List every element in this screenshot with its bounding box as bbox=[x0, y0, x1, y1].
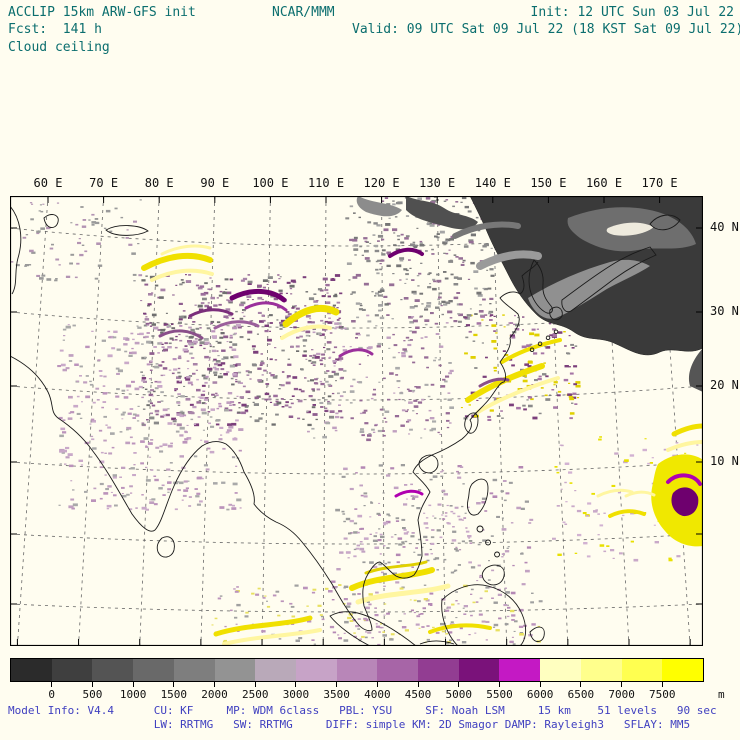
colorbar-tick bbox=[254, 682, 256, 687]
streak-layer bbox=[141, 221, 703, 646]
colorbar-tick-label: 6000 bbox=[526, 688, 554, 701]
colorbar-tick-label: 3000 bbox=[282, 688, 310, 701]
colorbar-segment bbox=[418, 659, 459, 681]
colorbar-segment bbox=[540, 659, 581, 681]
colorbar-tick bbox=[51, 682, 53, 687]
colorbar-tick-label: 5000 bbox=[445, 688, 473, 701]
colorbar-tick-label: 7500 bbox=[649, 688, 676, 701]
colorbar-tick bbox=[336, 682, 338, 687]
lon-tick-label: 100 E bbox=[252, 176, 289, 190]
colorbar-tick bbox=[376, 682, 378, 687]
lon-tick-label: 130 E bbox=[419, 176, 456, 190]
lon-tick-label: 70 E bbox=[89, 176, 119, 190]
lon-tick-label: 140 E bbox=[474, 176, 511, 190]
colorbar-tick bbox=[661, 682, 663, 687]
colorbar-strip bbox=[10, 658, 704, 682]
init-time-label: Init: 12 UTC Sun 03 Jul 22 bbox=[530, 5, 735, 20]
colorbar-segment bbox=[255, 659, 296, 681]
colorbar-tick bbox=[91, 682, 93, 687]
lat-tick-label: 40 N bbox=[710, 220, 739, 234]
colorbar-tick bbox=[214, 682, 216, 687]
colorbar-tick-label: 500 bbox=[82, 688, 103, 701]
colorbar-tick-label: 2000 bbox=[201, 688, 228, 701]
colorbar-segment bbox=[133, 659, 174, 681]
colorbar-segment bbox=[295, 659, 337, 681]
colorbar-tick bbox=[621, 682, 623, 687]
colorbar-tick-label: 6500 bbox=[567, 688, 595, 701]
lon-tick-label: 110 E bbox=[307, 176, 345, 190]
colorbar-tick-label: 2500 bbox=[241, 688, 269, 701]
colorbar-tick-label: 4000 bbox=[364, 688, 391, 701]
colorbar-tick bbox=[580, 682, 582, 687]
colorbar-segment bbox=[580, 659, 622, 681]
colorbar-segment bbox=[499, 659, 541, 681]
colorbar-tick bbox=[295, 682, 297, 687]
lon-tick-label: 90 E bbox=[200, 176, 230, 190]
colorbar-segment bbox=[621, 659, 663, 681]
colorbar-tick bbox=[458, 682, 460, 687]
lon-tick-label: 80 E bbox=[144, 176, 174, 190]
colorbar-tick bbox=[132, 682, 134, 687]
forecast-hour-label: Fcst: 141 h bbox=[8, 22, 102, 37]
colorbar: m 0 500 1000 1500 2000 2500 3000 3500 4000 4500 50… bbox=[10, 658, 735, 702]
colorbar-tick bbox=[417, 682, 419, 687]
field-label: Cloud ceiling bbox=[8, 40, 110, 55]
model-title: ACCLIP 15km ARW-GFS init bbox=[8, 5, 196, 20]
colorbar-segment bbox=[377, 659, 419, 681]
colorbar-segment bbox=[173, 659, 215, 681]
colorbar-tick-label: 1500 bbox=[160, 688, 188, 701]
colorbar-tick bbox=[539, 682, 541, 687]
colorbar-segment bbox=[336, 659, 378, 681]
lon-tick-label: 120 E bbox=[363, 176, 400, 190]
colorbar-tick-label: 3500 bbox=[323, 688, 350, 701]
center-title: NCAR/MMM bbox=[272, 5, 335, 20]
colorbar-segment bbox=[92, 659, 134, 681]
lat-tick-label: 30 N bbox=[710, 304, 739, 318]
contour-fill-layer bbox=[356, 196, 703, 547]
lon-tick-label: 60 E bbox=[33, 176, 63, 190]
colorbar-tick-label: 1000 bbox=[119, 688, 147, 701]
lon-tick-label: 160 E bbox=[585, 176, 623, 190]
map-frame bbox=[10, 196, 703, 646]
lon-tick-label: 170 E bbox=[641, 176, 678, 190]
lat-tick-label: 10 N bbox=[710, 454, 739, 468]
colorbar-segment bbox=[11, 659, 52, 681]
colorbar-tick-label: 0 bbox=[48, 688, 56, 701]
colorbar-segment bbox=[458, 659, 500, 681]
colorbar-tick-label: 4500 bbox=[404, 688, 432, 701]
model-info-line1: Model Info: V4.4 CU: KF MP: WDM 6class P… bbox=[8, 704, 717, 717]
colorbar-tick-label: 5500 bbox=[486, 688, 513, 701]
colorbar-unit: m bbox=[718, 688, 725, 701]
colorbar-segment bbox=[662, 659, 703, 681]
model-info-line2: LW: RRTMG SW: RRTMG DIFF: simple KM: 2D … bbox=[8, 718, 691, 731]
colorbar-tick bbox=[498, 682, 500, 687]
colorbar-segment bbox=[51, 659, 93, 681]
colorbar-segment bbox=[214, 659, 256, 681]
colorbar-tick-label: 7000 bbox=[608, 688, 635, 701]
valid-time-label: Valid: 09 UTC Sat 09 Jul 22 (18 KST Sat … bbox=[352, 22, 740, 37]
map-panel: 60 E 70 E 80 E 90 E 100 E 110 E 120 E 130 E 140 … bbox=[0, 170, 740, 656]
coastline-layer bbox=[10, 205, 681, 646]
cloud-ceiling-map bbox=[10, 196, 703, 646]
lat-tick-label: 20 N bbox=[710, 378, 739, 392]
lon-tick-label: 150 E bbox=[530, 176, 567, 190]
colorbar-tick bbox=[173, 682, 175, 687]
